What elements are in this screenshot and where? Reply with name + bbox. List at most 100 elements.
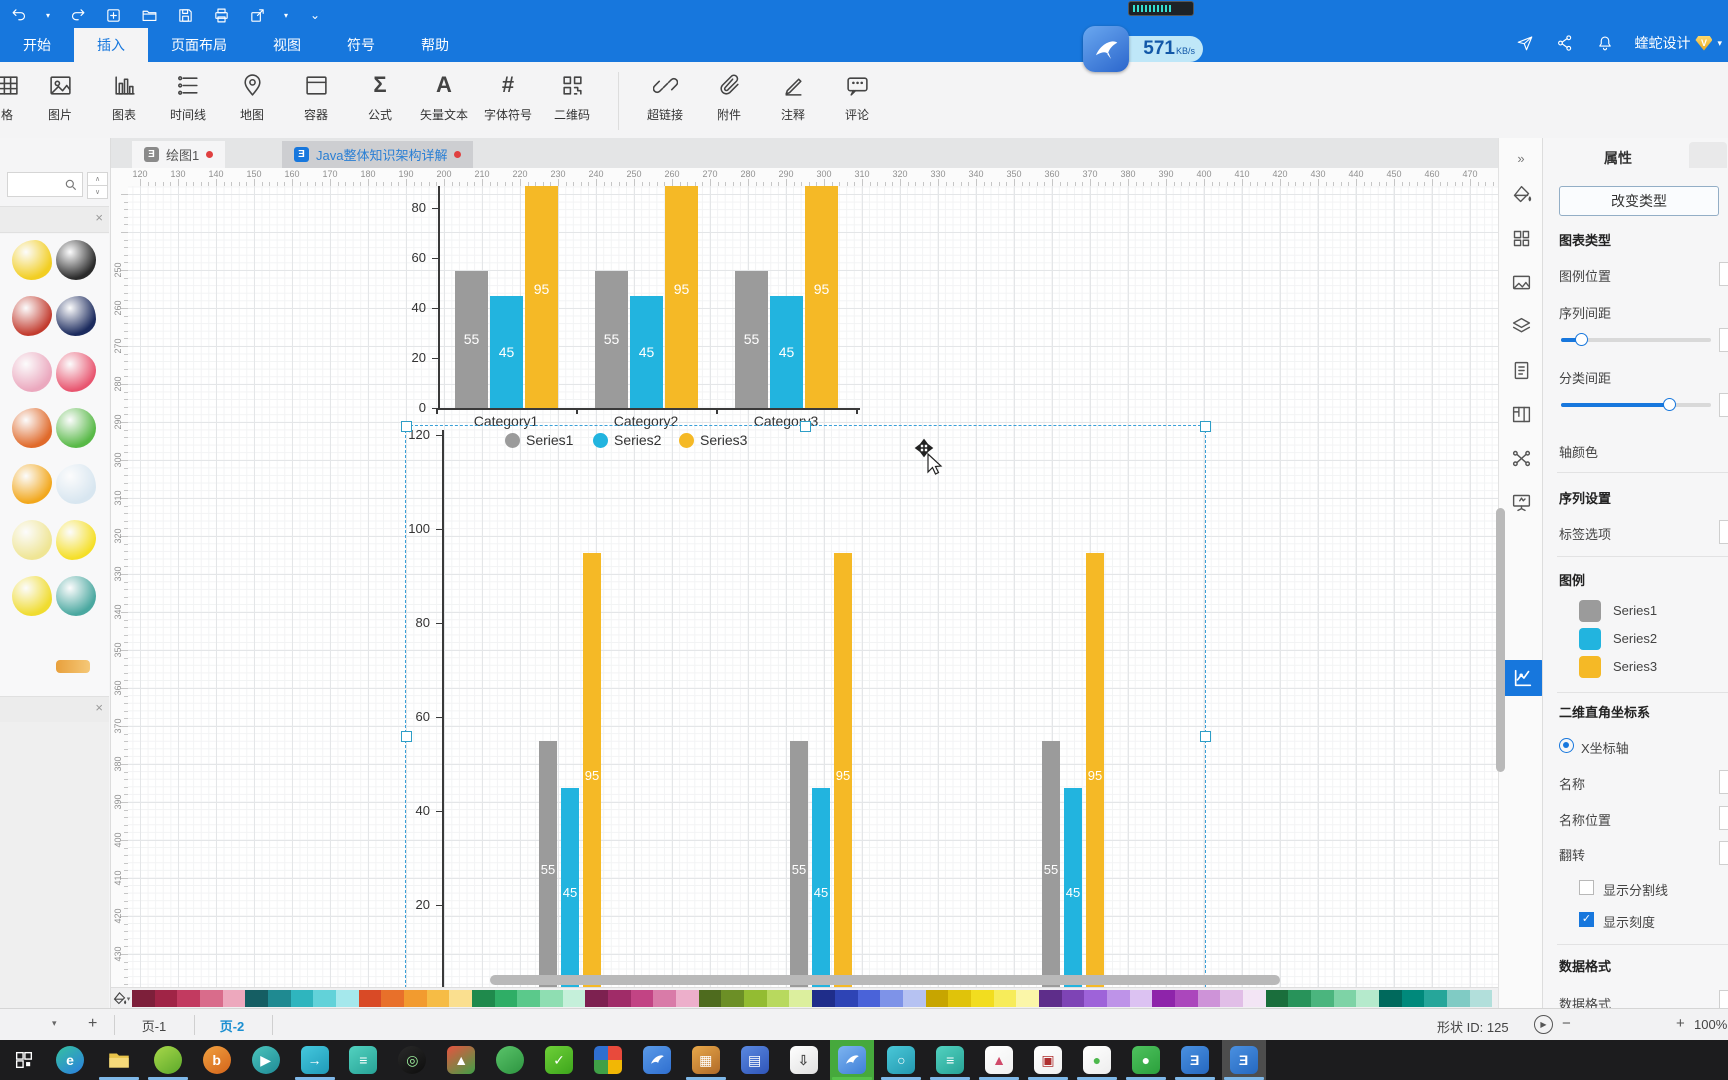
taskbar-icon-obs-studio[interactable]: ◎ (398, 1046, 427, 1074)
color-swatch-#F29B2F[interactable] (404, 990, 427, 1007)
show-gridlines-checkbox[interactable] (1579, 880, 1594, 895)
selection-handle[interactable] (1200, 421, 1211, 432)
color-swatch-#5E2D8A[interactable] (1038, 990, 1062, 1007)
color-swatch-#4E6B1E[interactable] (698, 990, 722, 1007)
clipart-item-12[interactable] (56, 520, 96, 560)
color-swatch-#4A63D9[interactable] (857, 990, 881, 1007)
taskbar-icon-edraw-active[interactable]: Ǝ (1229, 1046, 1258, 1074)
taskbar-icon-triangle-app[interactable]: ▲ (985, 1046, 1014, 1074)
undo-button[interactable] (8, 4, 30, 26)
stencil-scroll-down-button[interactable]: ∨ (87, 185, 108, 199)
color-swatch-#D94A26[interactable] (358, 990, 382, 1007)
color-swatch-#E0C30A[interactable] (948, 990, 971, 1007)
menu-tab-符号[interactable]: 符号 (347, 37, 375, 53)
ribbon-item-容器[interactable]: 容器 (284, 68, 348, 123)
clipart-item-5[interactable] (12, 352, 52, 392)
color-swatch-#1A6E3C[interactable] (1265, 990, 1289, 1007)
color-swatch-#7D2150[interactable] (585, 990, 609, 1007)
color-swatch-#B8D95E[interactable] (766, 990, 790, 1007)
color-swatch-#155E63[interactable] (245, 990, 269, 1007)
clipart-item-partial[interactable] (56, 660, 90, 673)
color-swatch-#C24484[interactable] (630, 990, 654, 1007)
ribbon-item-评论[interactable]: 评论 (825, 68, 889, 123)
axis-name-input[interactable] (1719, 770, 1728, 794)
menu-tab-视图[interactable]: 视图 (273, 37, 301, 53)
bar-Series1-Category2[interactable] (595, 270, 628, 408)
color-swatch-#7E93E8[interactable] (880, 990, 903, 1007)
clipart-item-13[interactable] (12, 576, 52, 616)
clipart-item-7[interactable] (12, 408, 52, 448)
notification-bell-icon[interactable] (1594, 32, 1616, 54)
taskbar-icon-color-grid-app[interactable]: ▦ (691, 1046, 720, 1074)
color-swatch-#A02C68[interactable] (608, 990, 631, 1007)
taskbar-icon-blue-window-app[interactable]: ▤ (740, 1046, 769, 1074)
category-gap-value-box[interactable] (1719, 393, 1728, 417)
series-gap-value-box[interactable] (1719, 328, 1728, 352)
ribbon-item-字体符号[interactable]: # 字体符号 (476, 68, 540, 123)
menu-tab-页面布局[interactable]: 页面布局 (171, 37, 227, 53)
color-swatch-#1F8A4C[interactable] (472, 990, 495, 1007)
series-gap-slider-thumb[interactable] (1574, 333, 1588, 346)
document-tab-Java整体知识架构详解[interactable]: Ǝ Java整体知识架构详解 (282, 141, 474, 168)
category-gap-slider-thumb[interactable] (1663, 398, 1676, 411)
taskbar-icon-chevron-app[interactable]: ≡ (349, 1046, 378, 1074)
share-icon[interactable] (1554, 32, 1576, 54)
presentation-board-icon[interactable] (1509, 490, 1533, 514)
clipart-item-11[interactable] (12, 520, 52, 560)
taskbar-icon-chevron-app-2[interactable]: ≡ (936, 1046, 965, 1074)
drawing-canvas[interactable]: Category1 Category2 Category3 0 20 40 60 80 55 55… (128, 186, 1498, 987)
menu-tab-插入[interactable]: 插入 (74, 28, 148, 62)
thunder-bird-icon[interactable] (1083, 26, 1129, 72)
kanban-icon[interactable] (1509, 402, 1533, 426)
legend-position-dropdown[interactable] (1719, 262, 1728, 286)
undo-caret-icon[interactable]: ▾ (45, 10, 50, 20)
bar-Series3-Category2[interactable] (665, 186, 698, 408)
bar-Series1-Category1[interactable] (539, 740, 557, 987)
color-swatch-#7ED3A6[interactable] (1333, 990, 1357, 1007)
color-swatch-#8FDEB2[interactable] (540, 990, 563, 1007)
bar-Series2-Category2[interactable] (812, 787, 830, 987)
close-section-icon[interactable]: × (95, 210, 103, 225)
bar-Series1-Category1[interactable] (455, 270, 488, 408)
color-swatch-#F7EC5A[interactable] (993, 990, 1017, 1007)
name-position-dropdown[interactable] (1719, 806, 1728, 830)
bar-Series2-Category1[interactable] (490, 295, 523, 408)
taskbar-icon-file-explorer[interactable] (105, 1046, 133, 1074)
color-swatch-#28935A[interactable] (1288, 990, 1311, 1007)
ribbon-item-超链接[interactable]: 超链接 (633, 68, 697, 123)
color-swatch-#7E44B5[interactable] (1061, 990, 1085, 1007)
clipart-item-9[interactable] (12, 464, 52, 504)
color-swatch-#A5E8EC[interactable] (336, 990, 359, 1007)
ribbon-item-公式[interactable]: Σ 公式 (348, 68, 412, 123)
bar-Series3-Category3[interactable] (805, 186, 838, 408)
color-swatch-#AB47BC[interactable] (1174, 990, 1198, 1007)
color-swatch-#FBF6A8[interactable] (1016, 990, 1039, 1007)
color-swatch-#BE93E8[interactable] (1106, 990, 1130, 1007)
new-file-button[interactable] (102, 4, 124, 26)
bar-Series3-Category2[interactable] (834, 552, 852, 987)
note-page-icon[interactable] (1509, 358, 1533, 382)
color-swatch-#F3E5F5[interactable] (1242, 990, 1266, 1007)
bar-Series1-Category3[interactable] (1042, 740, 1060, 987)
close-section-2-icon[interactable]: × (95, 700, 103, 715)
page-tab-页-1[interactable]: 页-1 (141, 1018, 167, 1034)
layout-grid-icon[interactable] (1509, 226, 1533, 250)
bar-Series1-Category2[interactable] (790, 740, 808, 987)
presentation-play-button[interactable]: ▶ (1534, 1015, 1553, 1034)
vertical-scrollbar[interactable] (1496, 508, 1505, 772)
color-swatch-#C7A500[interactable] (925, 990, 949, 1007)
color-swatch-#1F2D8A[interactable] (812, 990, 835, 1007)
document-tab-绘图1[interactable]: Ǝ 绘图1 (132, 141, 226, 168)
ribbon-item-时间线[interactable]: 时间线 (156, 68, 220, 123)
taskbar-icon-wecom[interactable]: ● (1131, 1046, 1160, 1074)
ribbon-item-图表[interactable]: 图表 (92, 68, 156, 123)
clipart-item-14[interactable] (56, 576, 96, 616)
color-swatch-#EDA8BD[interactable] (222, 990, 246, 1007)
thunder-speed-overlay[interactable]: 571 KB/s (1083, 26, 1213, 78)
color-swatch-#4BB57E[interactable] (1310, 990, 1334, 1007)
bar-Series3-Category1[interactable] (583, 552, 601, 987)
taskbar-icon-edraw-min[interactable]: Ǝ (1180, 1046, 1209, 1074)
clipart-item-4[interactable] (56, 296, 96, 336)
stencil-search-input[interactable] (7, 172, 83, 197)
color-swatch-#1F8A91[interactable] (268, 990, 291, 1007)
